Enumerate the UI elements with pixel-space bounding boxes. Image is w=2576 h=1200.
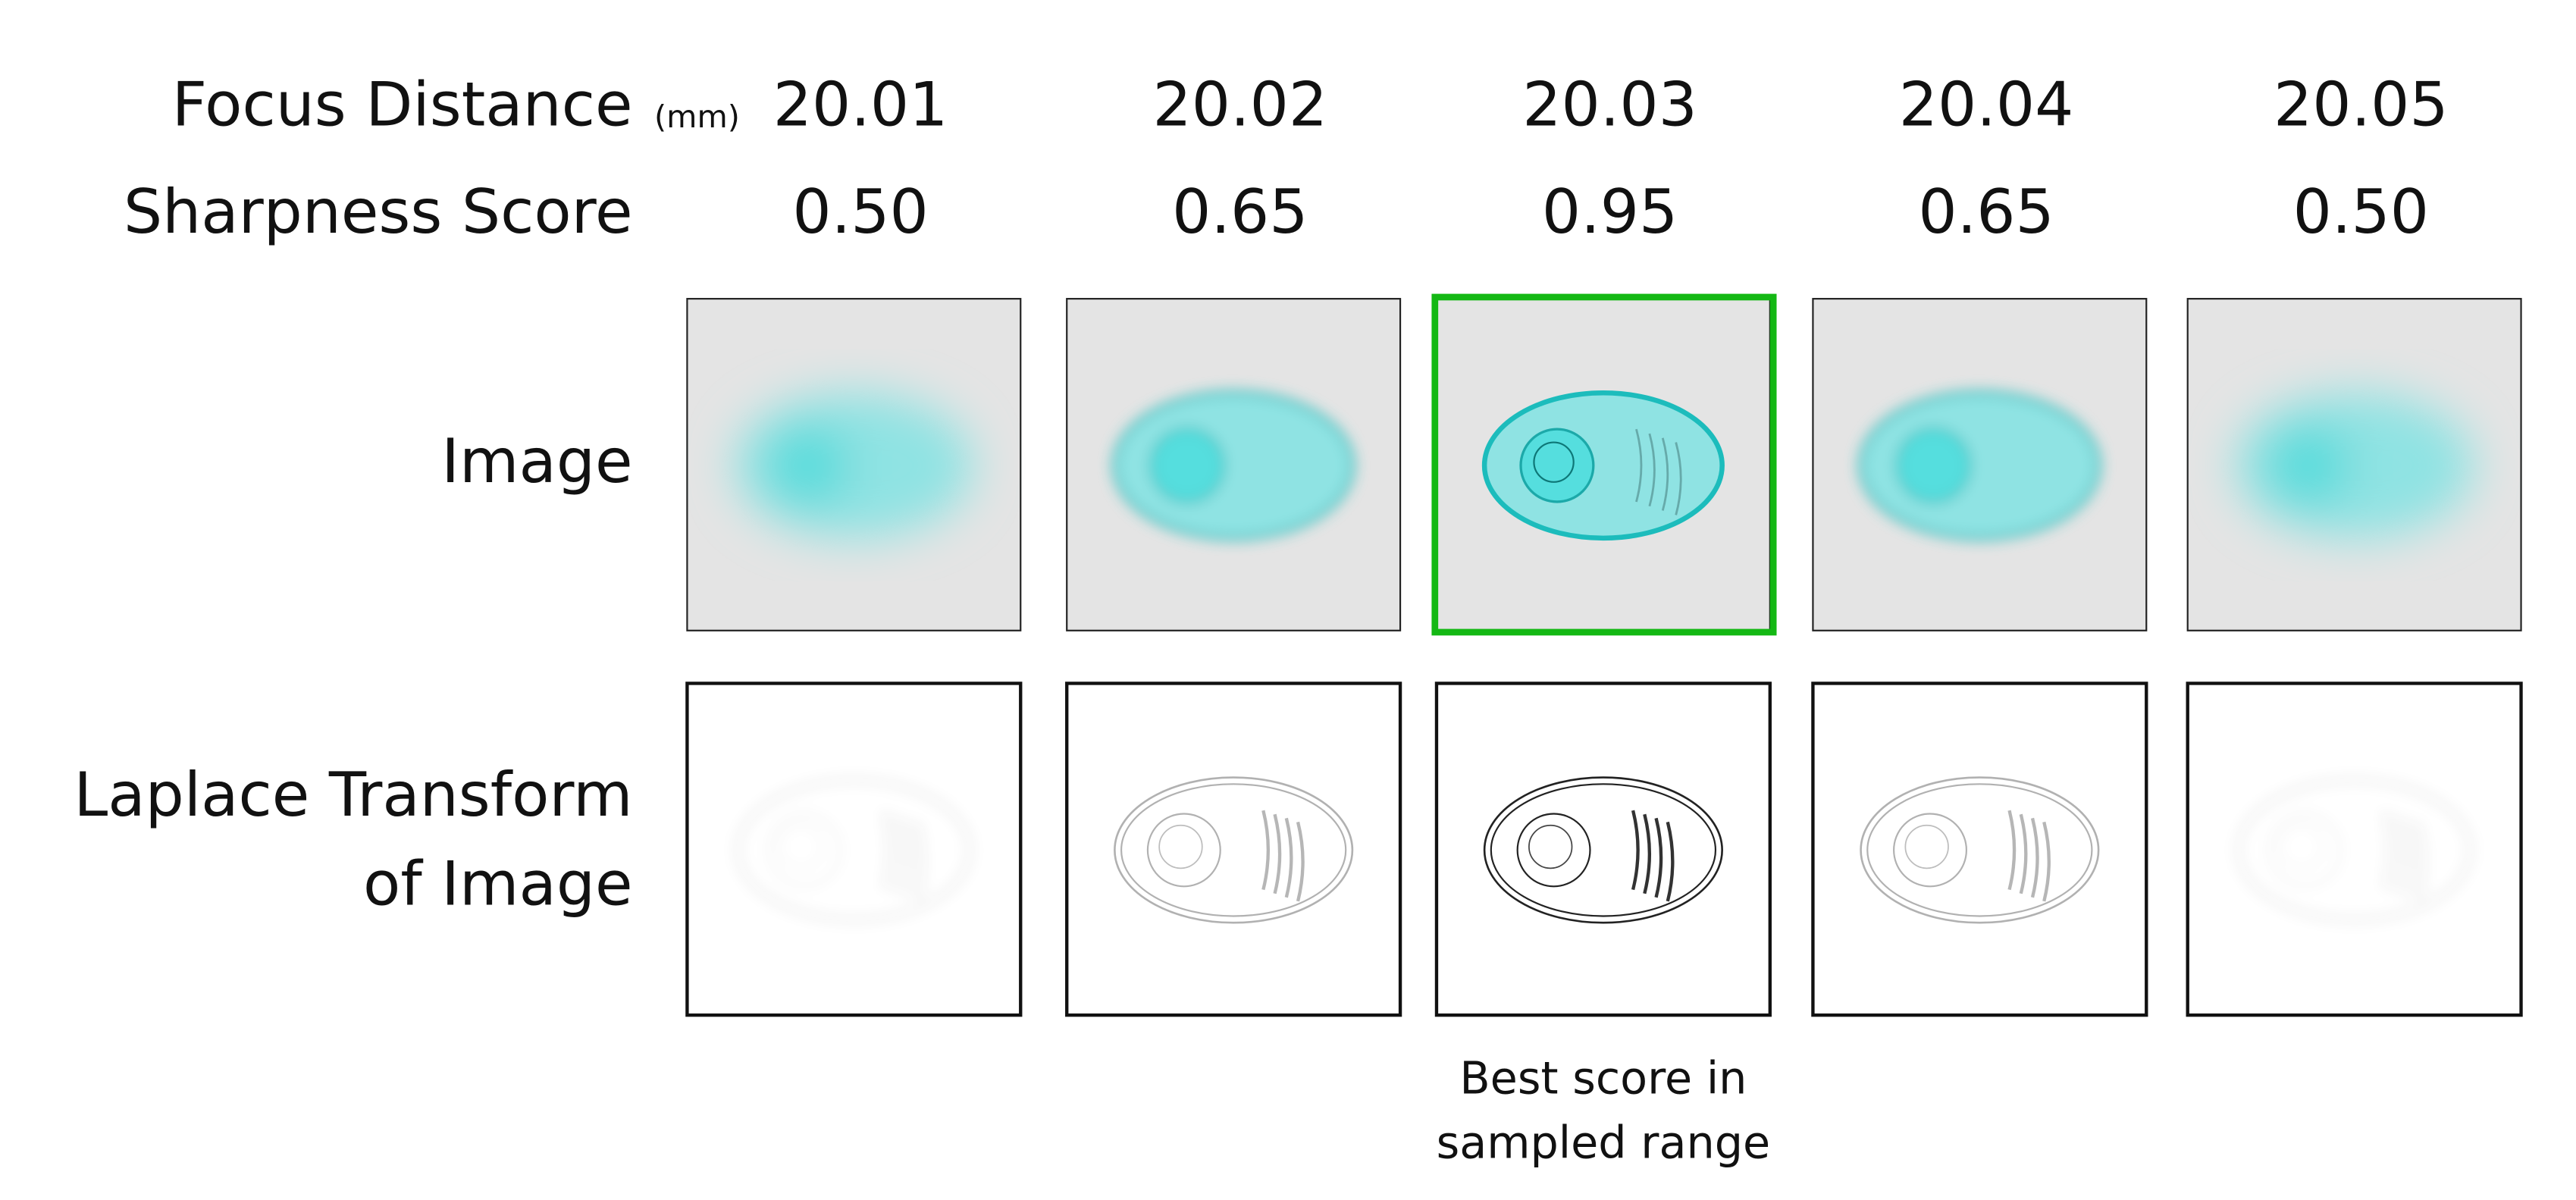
edge-golgi: [2007, 810, 2017, 891]
edge-golgi: [2393, 813, 2402, 895]
laplace-cell: [1065, 681, 1402, 1017]
edge-nucleus: [1516, 813, 1591, 888]
cell-body: [1858, 390, 2101, 541]
row-label: Laplace Transform: [74, 759, 632, 830]
caption: sampled range: [1437, 1116, 1771, 1168]
laplace-cell: [1434, 681, 1772, 1017]
sharpness-score: 0.50: [792, 176, 928, 247]
row-label: Focus Distance: [172, 69, 633, 140]
laplace-cell: [685, 681, 1023, 1017]
edge-inner: [1120, 783, 1347, 917]
edge-nucleus: [1893, 813, 1968, 888]
edge-nucleus: [767, 813, 842, 888]
laplace-edges: [1483, 776, 1723, 924]
edge-outer: [1114, 776, 1354, 924]
edge-nucleus-inner: [779, 824, 823, 869]
edge-golgi: [2042, 821, 2051, 902]
unit-label: (mm): [654, 99, 740, 135]
edge-golgi: [2382, 810, 2391, 891]
golgi: [1648, 433, 1656, 507]
edge-nucleus: [1146, 813, 1221, 888]
edge-nucleus-inner: [2279, 824, 2324, 869]
cell-image: [1112, 390, 1355, 541]
laplace-edges: [2234, 776, 2474, 924]
laplace-edges: [734, 776, 974, 924]
caption: Best score in: [1459, 1051, 1747, 1104]
edge-golgi: [1296, 821, 1305, 902]
edge-golgi: [1643, 813, 1651, 895]
edge-golgi: [2417, 821, 2426, 902]
chromatin: [1533, 441, 1575, 483]
row-label: Sharpness Score: [124, 176, 633, 247]
edge-golgi: [1654, 817, 1663, 898]
edge-golgi: [1631, 810, 1640, 891]
nucleus: [2270, 428, 2346, 503]
sharpness-score: 0.50: [2293, 176, 2429, 247]
nucleus: [1895, 428, 1971, 503]
edge-golgi: [2405, 817, 2414, 898]
cell-body: [735, 393, 973, 538]
focus-distance: 20.01: [773, 69, 948, 140]
edge-golgi: [2030, 817, 2039, 898]
edge-golgi: [904, 817, 914, 898]
edge-golgi: [893, 813, 902, 895]
edge-inner: [1490, 783, 1717, 917]
laplace-cell: [1811, 681, 2148, 1017]
focus-distance: 20.05: [2274, 69, 2449, 140]
edge-inner: [741, 783, 967, 917]
cell-body: [1112, 390, 1355, 541]
edge-golgi: [882, 810, 891, 891]
edge-nucleus-inner: [1158, 824, 1203, 869]
edge-outer: [2234, 776, 2474, 924]
edge-outer: [1860, 776, 2100, 924]
edge-inner: [2241, 783, 2468, 917]
edge-golgi: [1284, 817, 1293, 898]
golgi: [1675, 442, 1682, 515]
nucleus: [769, 428, 845, 503]
cell-image: [2235, 393, 2474, 538]
edge-golgi: [917, 821, 925, 902]
cell-image: [735, 393, 973, 538]
focus-distance: 20.04: [1899, 69, 2074, 140]
laplace-cell: [2186, 681, 2523, 1017]
sharpness-score: 0.95: [1542, 176, 1678, 247]
cell-body: [2235, 393, 2474, 538]
focus-distance: 20.02: [1153, 69, 1328, 140]
row-label: of Image: [363, 848, 633, 919]
edge-nucleus: [2267, 813, 2343, 888]
edge-outer: [1483, 776, 1723, 924]
edge-golgi: [2019, 813, 2028, 895]
nucleus: [1149, 428, 1225, 503]
edge-inner: [1866, 783, 2093, 917]
edge-golgi: [1666, 821, 1675, 902]
golgi: [1661, 437, 1669, 511]
cell-body: [1481, 390, 1725, 541]
edge-outer: [734, 776, 974, 924]
best-highlight: [1431, 293, 1777, 636]
laplace-edges: [1860, 776, 2100, 924]
row-label: Image: [441, 425, 632, 497]
laplace-edges: [1114, 776, 1354, 924]
sharpness-score: 0.65: [1918, 176, 2054, 247]
sharpness-score: 0.65: [1172, 176, 1308, 247]
nucleus: [1519, 428, 1595, 503]
golgi: [1635, 428, 1643, 503]
cell-image: [1481, 390, 1725, 541]
edge-nucleus-inner: [1904, 824, 1949, 869]
cell-image: [1858, 390, 2101, 541]
focus-distance: 20.03: [1522, 69, 1697, 140]
edge-golgi: [1273, 813, 1282, 895]
edge-golgi: [1261, 810, 1270, 891]
edge-nucleus-inner: [1528, 824, 1573, 869]
